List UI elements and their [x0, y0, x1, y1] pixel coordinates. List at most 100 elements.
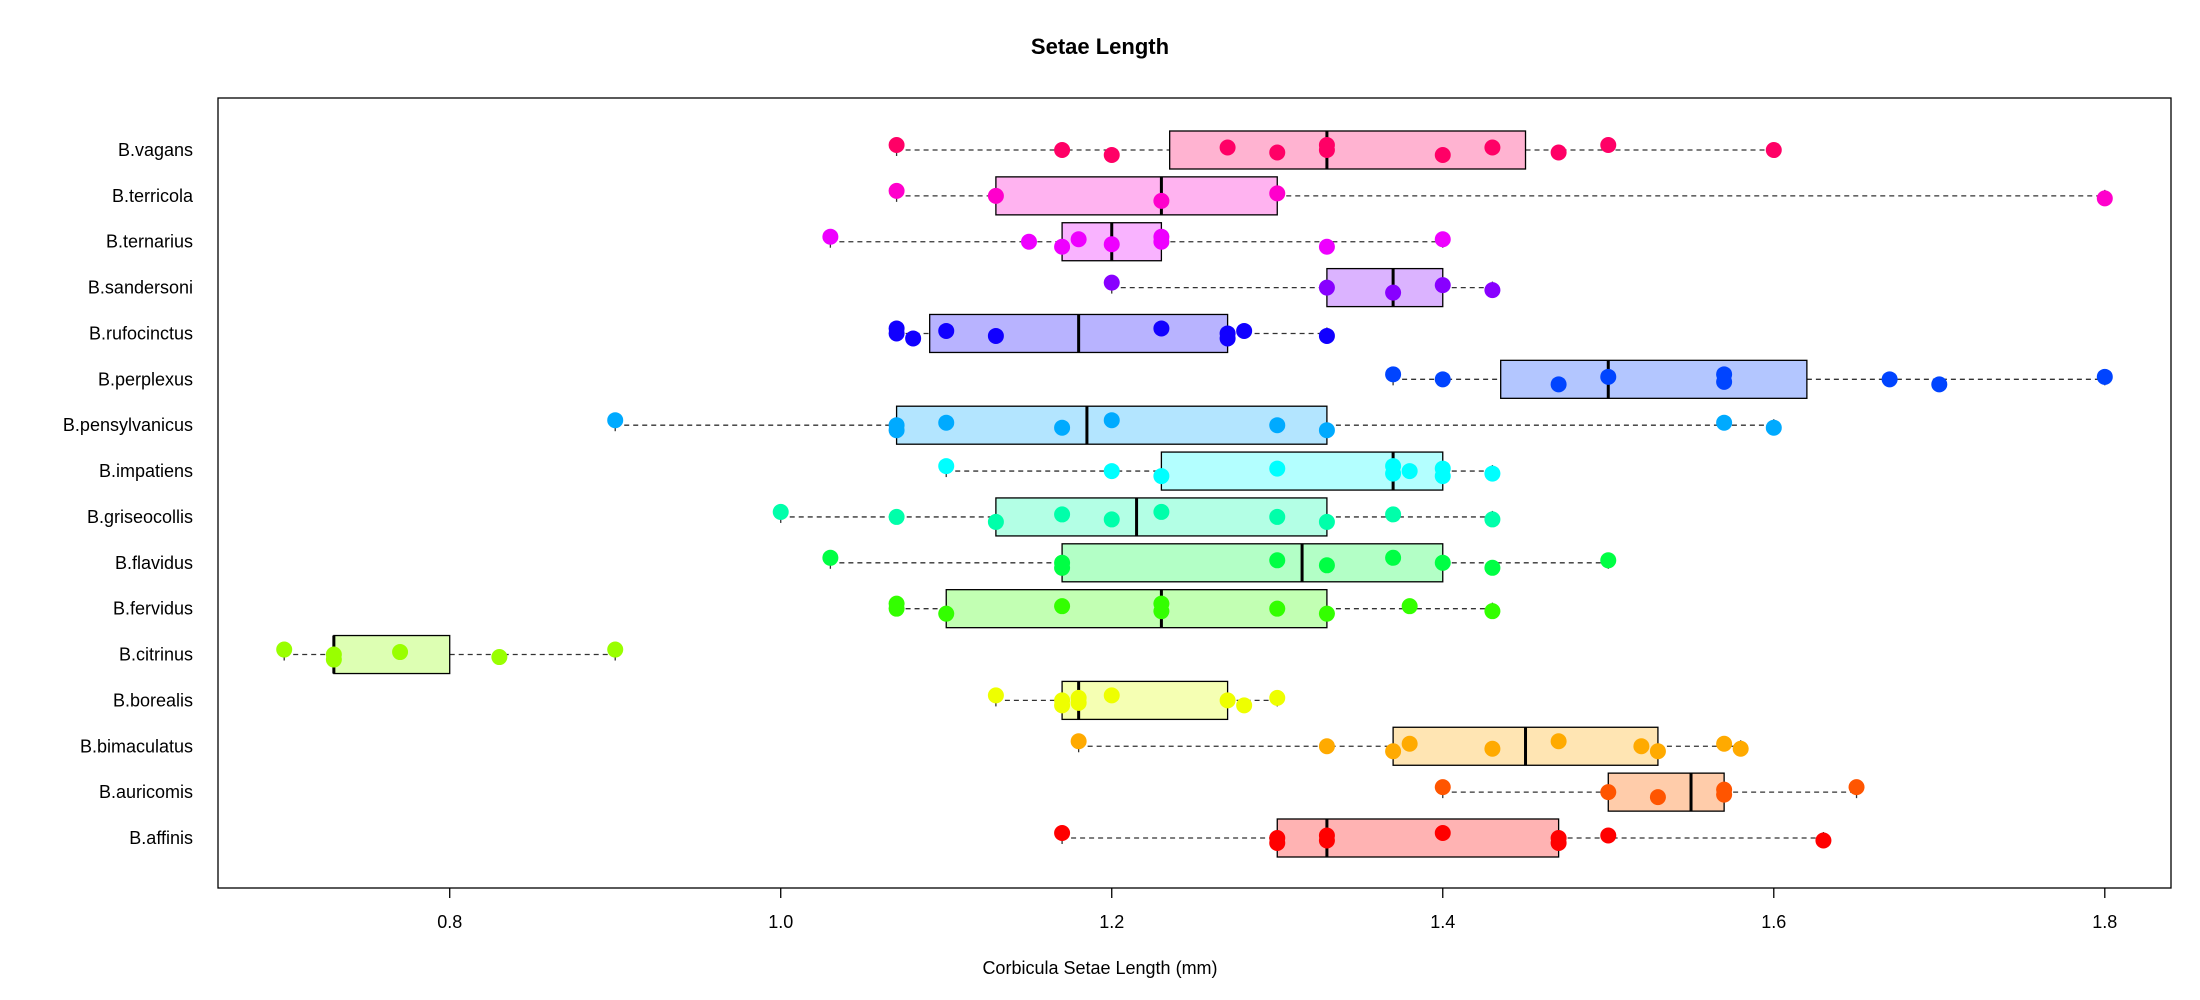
data-point [1269, 185, 1286, 202]
data-point [1434, 231, 1451, 248]
data-point [1649, 743, 1666, 760]
category-label: B.pensylvanicus [63, 415, 193, 435]
data-point [1103, 274, 1120, 291]
data-point [1765, 419, 1782, 436]
data-point [1103, 236, 1120, 253]
data-point [1269, 508, 1286, 525]
boxplot-b-pensylvanicus [607, 405, 1782, 445]
category-label: B.borealis [113, 690, 193, 710]
boxplot-b-griseocollis [772, 497, 1501, 537]
data-point [1103, 687, 1120, 704]
data-point [1153, 468, 1170, 485]
data-point [1385, 458, 1402, 475]
data-point [1153, 503, 1170, 520]
data-point [1848, 779, 1865, 796]
box [1061, 543, 1444, 583]
data-point [1385, 284, 1402, 301]
data-point [1401, 598, 1418, 615]
data-point [1931, 376, 1948, 393]
data-point [1054, 506, 1071, 523]
data-point [1434, 554, 1451, 571]
boxplots [276, 130, 2113, 858]
data-point [1070, 231, 1087, 248]
data-point [1070, 694, 1087, 711]
data-point [1385, 549, 1402, 566]
data-point [1434, 277, 1451, 294]
category-label: B.vagans [118, 140, 193, 160]
data-point [1550, 835, 1567, 851]
data-point [1269, 835, 1286, 851]
data-point [1269, 552, 1286, 569]
data-point [1600, 784, 1617, 801]
data-point [607, 412, 624, 429]
data-point [1484, 740, 1501, 757]
data-point [1716, 786, 1733, 803]
data-point [905, 330, 922, 347]
data-point [1318, 327, 1335, 344]
data-point [772, 503, 789, 520]
data-point [1054, 559, 1071, 576]
data-point [2096, 190, 2113, 207]
data-point [1649, 789, 1666, 806]
data-point [1434, 779, 1451, 796]
boxplot-b-terricola [888, 176, 2113, 216]
data-point [1633, 738, 1650, 755]
boxplot-b-sandersoni [1103, 267, 1501, 308]
data-point [1434, 825, 1451, 841]
category-label: B.citrinus [119, 645, 193, 665]
boxplot-b-ternarius [822, 222, 1451, 262]
data-point [1054, 598, 1071, 615]
data-point [1600, 137, 1617, 153]
chart-title: Setae Length [1030, 34, 1170, 59]
data-point [938, 458, 955, 475]
data-point [1716, 735, 1733, 752]
category-label: B.impatiens [99, 461, 193, 481]
category-label: B.affinis [129, 828, 193, 848]
data-point [1318, 738, 1335, 755]
data-point [1484, 139, 1501, 156]
data-point [491, 649, 508, 666]
data-point [888, 182, 905, 199]
data-point [1881, 371, 1898, 388]
data-point [1054, 142, 1071, 158]
data-point [1434, 147, 1451, 163]
boxplot-b-fervidus [888, 589, 1501, 629]
boxplot-b-affinis [1054, 818, 1832, 858]
data-point [1550, 733, 1567, 750]
data-point [1484, 465, 1501, 482]
boxplot-b-vagans [888, 130, 1782, 170]
boxplot-b-citrinus [276, 634, 624, 675]
boxplot-b-auricomis [1434, 772, 1865, 812]
data-point [1550, 376, 1567, 393]
data-point [888, 600, 905, 617]
data-point [888, 422, 905, 439]
category-label: B.rufocinctus [89, 323, 193, 343]
data-point [392, 644, 409, 661]
data-point [1269, 600, 1286, 617]
category-label: B.auricomis [99, 782, 193, 802]
data-point [1269, 144, 1286, 161]
data-point [888, 325, 905, 342]
category-label: B.bimaculatus [80, 736, 193, 756]
data-point [1732, 740, 1749, 757]
data-point [1484, 559, 1501, 576]
x-tick-label: 1.6 [1761, 912, 1786, 932]
data-point [1600, 827, 1617, 844]
data-point [1550, 144, 1567, 161]
data-point [987, 513, 1004, 530]
data-point [1484, 603, 1501, 620]
data-point [1020, 233, 1037, 250]
x-tick-label: 1.4 [1430, 912, 1455, 932]
data-point [1484, 511, 1501, 528]
data-point [1219, 692, 1236, 709]
data-point [1153, 233, 1170, 250]
data-point [1054, 825, 1071, 841]
data-point [1103, 147, 1120, 163]
data-point [1269, 417, 1286, 434]
data-point [987, 327, 1004, 344]
data-point [987, 687, 1004, 704]
data-point [1434, 371, 1451, 388]
data-point [2096, 368, 2113, 385]
